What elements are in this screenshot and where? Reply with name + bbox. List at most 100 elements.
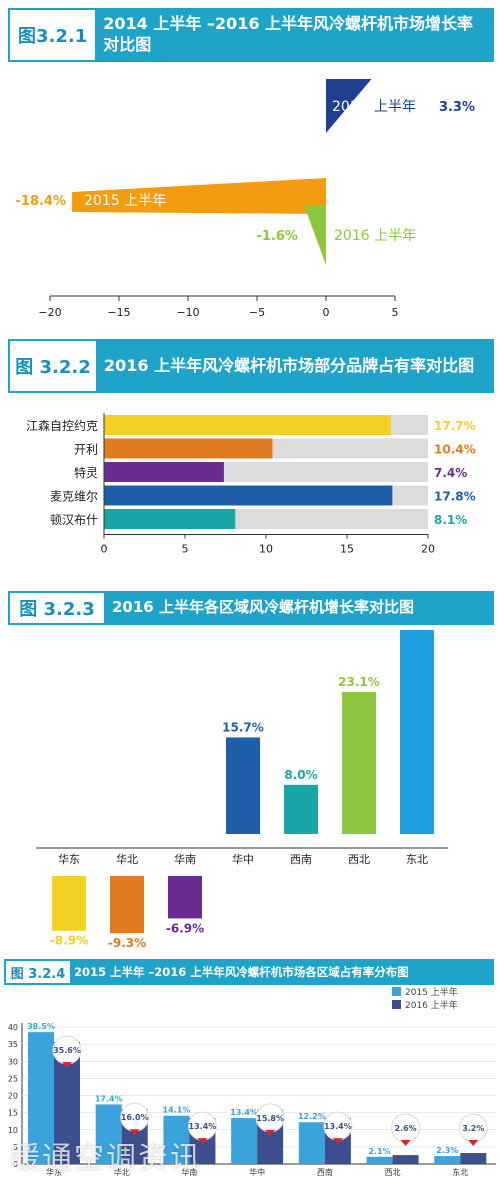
value-label-2015: 38.5% (27, 1022, 55, 1031)
value-label: 17.7% (434, 419, 476, 433)
bubble-pointer (197, 1138, 208, 1145)
x-tick-label: 5 (392, 306, 399, 319)
bubble-pointer (332, 1138, 343, 1145)
y-tick-label: 5 (13, 1143, 18, 1152)
bar-2015 (298, 1122, 325, 1164)
figure-3-number: 图 3.2.3 (10, 593, 104, 623)
figure-2-header: 图 3.2.2 2016 上半年风冷螺杆机市场部分品牌占有率对比图 (8, 339, 494, 393)
figure-3-title: 2016 上半年各区域风冷螺杆机增长率对比图 (112, 598, 414, 617)
value-label-2015: 12.2% (298, 1112, 326, 1121)
x-tick-label: −10 (176, 306, 199, 319)
value-label: 23.1% (338, 675, 380, 689)
bar (168, 876, 202, 919)
x-tick-label: 0 (323, 306, 330, 319)
bar-2 (72, 178, 326, 214)
x-tick-label: 5 (182, 543, 189, 556)
category-label: 华北 (116, 852, 138, 866)
category-label: 华东 (46, 1167, 62, 1177)
value-label-2016: 2.6% (394, 1124, 416, 1133)
bar-3 (303, 205, 326, 265)
category-label: 顿汉布什 (50, 513, 98, 527)
bar (104, 415, 391, 435)
y-tick-label: 35 (8, 1040, 18, 1049)
figure-3: 图 3.2.3 2016 上半年各区域风冷螺杆机增长率对比图 -8.9% 华东 -9… (0, 585, 500, 955)
category-label: 华南 (181, 1167, 197, 1177)
category-label: 东北 (452, 1167, 468, 1177)
value-label-2015: 14.1% (163, 1106, 191, 1115)
category-label: 2014 (332, 99, 368, 115)
value-label-2015: 17.4% (95, 1094, 123, 1103)
figure-1-header: 图3.2.1 2014 上半年 –2016 上半年风冷螺杆机市场增长率对比图 (8, 8, 494, 62)
figure-1-title: 2014 上半年 –2016 上半年风冷螺杆机市场增长率对比图 (103, 14, 474, 54)
x-tick-label: 20 (421, 543, 435, 556)
legend-label: 2015 上半年 (405, 986, 458, 998)
value-label: 7.4% (434, 466, 467, 480)
value-label: -6.9% (166, 921, 204, 935)
category-label: 西南 (290, 853, 312, 866)
category-label: 西北 (348, 853, 370, 866)
bubble-pointer (468, 1140, 479, 1146)
category-label: 东北 (406, 853, 428, 866)
bubble-pointer (129, 1129, 140, 1136)
value-label-2015: 2.1% (368, 1147, 390, 1156)
x-tick-label: 0 (101, 543, 108, 556)
y-tick-label: 30 (8, 1057, 18, 1066)
bar-2015 (434, 1156, 461, 1164)
x-tick-label: −5 (249, 306, 265, 319)
value-label: -1.6% (256, 229, 297, 244)
bar-2015 (163, 1115, 190, 1164)
figure-2-title: 2016 上半年风冷螺杆机市场部分品牌占有率对比图 (104, 355, 475, 375)
y-tick-label: 40 (8, 1023, 18, 1032)
figure-3-header: 图 3.2.3 2016 上半年各区域风冷螺杆机增长率对比图 (8, 591, 494, 625)
category-label: 2015 上半年 (84, 193, 166, 209)
bar (226, 737, 260, 834)
x-tick-label: −20 (38, 306, 61, 319)
category-label: 开利 (74, 443, 98, 457)
legend-swatch (392, 987, 401, 996)
category-label: 特灵 (74, 465, 98, 480)
category-label: 华中 (232, 852, 254, 866)
value-label-2016: 16.0% (121, 1113, 149, 1122)
bar (104, 485, 393, 506)
value-label-2016: 35.6% (53, 1046, 81, 1055)
y-tick-label: 20 (8, 1092, 18, 1101)
figure-4: 图 3.2.4 2015 上半年 –2016 上半年风冷螺杆机市场各区域占有率分… (0, 955, 500, 1183)
legend-label: 2016 上半年 (405, 999, 458, 1011)
bar-2015 (95, 1104, 122, 1164)
value-label: 10.4% (434, 443, 476, 457)
value-label: 15.7% (222, 720, 264, 734)
bar (104, 438, 273, 459)
figure-1-chart: −20 −15 −10 −5 0 5 2014 上半年 2015 上半年 2016 上半年 3.3%… (16, 79, 475, 319)
value-label: -18.4% (16, 194, 67, 209)
bar-2016 (392, 1155, 419, 1164)
value-label-2016: 13.4% (324, 1122, 352, 1131)
category-label: 上半年 (374, 99, 416, 115)
bar (110, 876, 144, 934)
figure-4-header: 图 3.2.4 2015 上半年 –2016 上半年风冷螺杆机市场各区域占有率分… (4, 959, 494, 985)
value-label-2015: 13.4% (230, 1108, 258, 1117)
bar (52, 876, 86, 931)
x-tick-label: −15 (107, 306, 130, 319)
value-label-2016: 3.2% (462, 1124, 484, 1133)
y-tick-label: 0 (13, 1160, 18, 1169)
category-label: 江森自控约克 (26, 418, 98, 433)
figure-2-number: 图 3.2.2 (10, 341, 96, 391)
value-label: 8.0% (284, 768, 317, 782)
bar (400, 630, 434, 834)
value-label-2016: 15.8% (256, 1114, 284, 1123)
category-label: 2016 上半年 (334, 228, 416, 244)
figure-2: 图 3.2.2 2016 上半年风冷螺杆机市场部分品牌占有率对比图 江森自控约克… (0, 335, 500, 575)
y-tick-label: 10 (8, 1126, 18, 1135)
category-label: 华中 (249, 1167, 265, 1177)
figure-2-chart: 江森自控约克 17.7% 开利 10.4% 特灵 7.4% 麦克维尔 17.8% 顿汉布什 8.1… (26, 413, 476, 556)
bar (104, 462, 224, 482)
x-tick-label: 15 (340, 543, 354, 556)
bar (104, 509, 236, 529)
legend-swatch (392, 1000, 401, 1009)
bubble-pointer (62, 1062, 72, 1069)
value-label: -9.3% (108, 936, 146, 950)
figure-1: 图3.2.1 2014 上半年 –2016 上半年风冷螺杆机市场增长率对比图 −… (0, 0, 500, 330)
figure-4-number: 图 3.2.4 (6, 961, 70, 983)
category-label: 西北 (385, 1168, 401, 1177)
